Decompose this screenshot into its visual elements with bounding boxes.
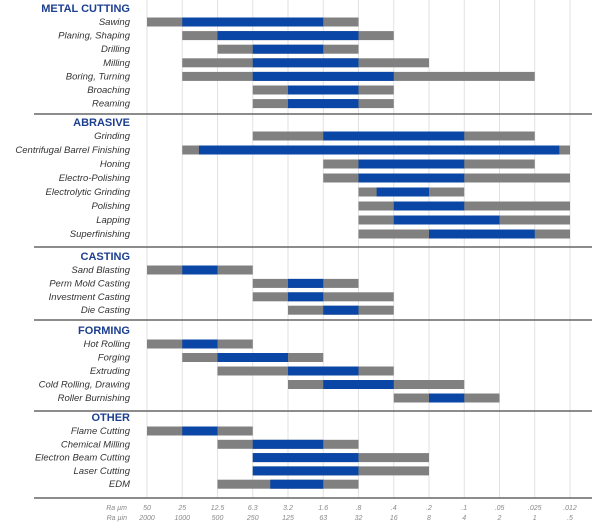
section-header: OTHER: [92, 412, 131, 424]
section-header: CASTING: [81, 251, 131, 263]
tick-label-ra-um: 50: [143, 505, 151, 512]
tick-label-ra-uin: 500: [212, 515, 224, 522]
typical-bar: [270, 479, 324, 489]
process-label: Laser Cutting: [73, 466, 130, 477]
typical-bar: [182, 265, 218, 275]
section-header: FORMING: [78, 325, 130, 337]
typical-bar: [376, 187, 429, 197]
process-label: Extruding: [90, 366, 131, 377]
process-label: Electrolytic Grinding: [46, 187, 131, 198]
typical-bar: [252, 439, 324, 449]
tick-label-ra-uin: 63: [319, 515, 327, 522]
typical-bar: [323, 380, 394, 389]
typical-bar: [288, 99, 359, 109]
section-header: METAL CUTTING: [41, 3, 130, 15]
tick-label-ra-uin: 2: [497, 515, 502, 522]
process-label: Centrifugal Barrel Finishing: [15, 145, 130, 156]
axis-label-ra-uin: Ra µin: [107, 515, 127, 522]
typical-bar: [217, 31, 359, 41]
typical-bar: [429, 393, 465, 403]
process-label: Electron Beam Cutting: [35, 453, 131, 464]
tick-label-ra-um: .2: [426, 505, 432, 512]
process-label: EDM: [109, 479, 130, 490]
typical-bar: [217, 353, 288, 362]
tick-label-ra-uin: 32: [355, 515, 363, 522]
typical-bar: [252, 453, 359, 463]
tick-label-ra-uin: 250: [246, 515, 259, 522]
process-label: Chemical Milling: [61, 439, 131, 450]
process-label: Polishing: [91, 201, 130, 212]
process-label: Forging: [98, 353, 131, 364]
typical-bar: [182, 426, 218, 436]
process-label: Honing: [100, 159, 131, 170]
typical-bar: [288, 85, 359, 95]
typical-bar: [358, 159, 465, 169]
tick-label-ra-uin: 1000: [174, 515, 190, 522]
typical-bar: [198, 145, 560, 155]
tick-label-ra-uin: 4: [462, 515, 466, 522]
process-label: Roller Burnishing: [58, 393, 131, 404]
process-label: Cold Rolling, Drawing: [39, 380, 131, 391]
process-label: Drilling: [101, 44, 131, 55]
typical-bar: [182, 339, 218, 349]
typical-bar: [358, 173, 465, 183]
tick-label-ra-um: 3.2: [283, 505, 293, 512]
tick-label-ra-uin: 16: [390, 515, 398, 522]
process-label: Hot Rolling: [84, 339, 131, 350]
typical-bar: [252, 44, 324, 54]
process-label: Superfinishing: [70, 229, 131, 240]
tick-label-ra-um: 1.6: [318, 505, 328, 512]
tick-label-ra-um: .1: [461, 505, 467, 512]
process-label: Electro-Polishing: [59, 173, 131, 184]
process-label: Reaming: [92, 99, 131, 110]
process-label: Boring, Turning: [66, 71, 131, 82]
process-label: Die Casting: [81, 305, 131, 316]
typical-bar: [288, 366, 359, 376]
tick-label-ra-um: .025: [528, 505, 542, 512]
process-label: Lapping: [96, 215, 131, 226]
section-header: ABRASIVE: [73, 117, 130, 129]
tick-label-ra-uin: .5: [567, 515, 573, 522]
typical-bar: [182, 17, 324, 27]
tick-label-ra-um: .012: [563, 505, 577, 512]
process-label: Perm Mold Casting: [49, 278, 130, 289]
typical-bar: [288, 278, 324, 288]
typical-bar: [288, 292, 324, 302]
process-label: Sand Blasting: [71, 265, 130, 276]
typical-bar: [323, 131, 465, 141]
tick-label-ra-uin: 2000: [138, 515, 155, 522]
tick-label-ra-uin: 1: [533, 515, 537, 522]
process-label: Flame Cutting: [71, 426, 131, 437]
typical-bar: [252, 58, 359, 68]
typical-bar: [393, 201, 465, 211]
tick-label-ra-um: 25: [177, 505, 186, 512]
process-label: Investment Casting: [49, 292, 131, 303]
process-label: Broaching: [87, 85, 130, 96]
tick-label-ra-um: .4: [391, 505, 397, 512]
typical-bar: [252, 71, 394, 81]
tick-label-ra-um: 12.5: [211, 505, 225, 512]
process-label: Milling: [103, 58, 131, 69]
tick-label-ra-um: 6.3: [248, 505, 258, 512]
typical-bar: [393, 215, 500, 225]
tick-label-ra-um: .8: [356, 505, 362, 512]
tick-label-ra-um: .05: [495, 505, 505, 512]
tick-label-ra-uin: 8: [427, 515, 431, 522]
typical-bar: [429, 229, 535, 239]
process-label: Sawing: [99, 17, 131, 28]
process-label: Planing, Shaping: [58, 31, 131, 42]
process-label: Grinding: [94, 131, 131, 142]
tick-label-ra-uin: 125: [282, 515, 294, 522]
typical-bar: [323, 305, 359, 315]
axis-label-ra-um: Ra µm: [106, 505, 127, 512]
typical-bar: [252, 466, 359, 476]
